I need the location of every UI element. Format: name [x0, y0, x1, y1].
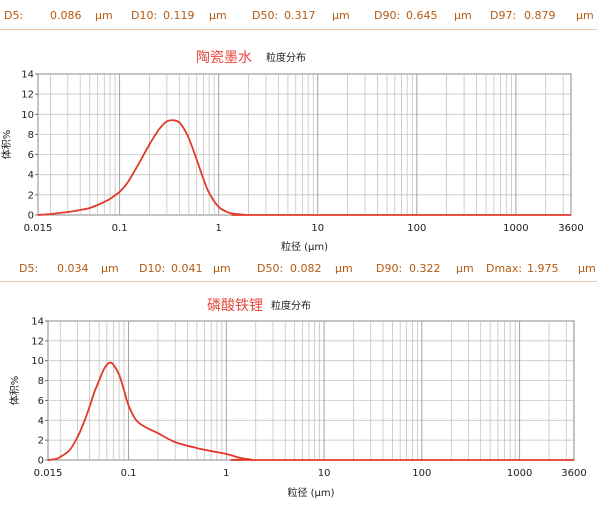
d50-label: D50: — [252, 9, 279, 22]
chart-ceramic-ink: 陶瓷墨水 粒度分布 0 2 4 6 8 10 12 14 0.015 0.1 1 10 100 1000 360… — [1, 50, 584, 253]
x-tick-label: 100 — [407, 223, 426, 234]
x-tick-label: 0.1 — [112, 223, 128, 234]
d5-unit: μm — [101, 262, 119, 275]
stats-row-top: D5: 0.086 μm D10: 0.119 μm D50: 0.317 μm… — [0, 9, 597, 29]
x-tick-label: 1000 — [503, 223, 528, 234]
d5-label: D5: — [4, 9, 24, 22]
y-tick-label: 12 — [21, 90, 34, 101]
dmax-label: Dmax: — [486, 262, 523, 275]
d90-value: 0.645 — [406, 9, 438, 22]
y-axis-label: 体积% — [9, 376, 21, 406]
d50-unit: μm — [335, 262, 353, 275]
d10-unit: μm — [213, 262, 231, 275]
x-tick-label: 10 — [318, 468, 331, 479]
d10-label: D10: — [131, 9, 158, 22]
d5-value: 0.086 — [50, 9, 82, 22]
chart-lithium-iron-phosphate: 磷酸铁锂 粒度分布 0 2 4 6 8 10 12 14 0.015 0.1 1 10 100 1000 360… — [9, 298, 587, 499]
stats-divider-bottom — [0, 281, 597, 282]
d5-value: 0.034 — [57, 262, 89, 275]
chart-subtitle: 粒度分布 — [266, 51, 306, 64]
d90-unit: μm — [454, 9, 472, 22]
chart-title: 磷酸铁锂 — [207, 298, 263, 314]
series-line — [37, 119, 571, 216]
d97-label: D97: — [490, 9, 517, 22]
y-tick-label: 0 — [28, 211, 34, 222]
dmax-value: 1.975 — [527, 262, 559, 275]
y-tick-label: 6 — [38, 396, 44, 407]
x-tick-label: 1000 — [507, 468, 532, 479]
x-tick-label: 0.015 — [24, 223, 53, 234]
y-tick-label: 14 — [21, 70, 34, 81]
y-tick-label: 4 — [28, 170, 34, 181]
d50-value: 0.082 — [290, 262, 322, 275]
y-tick-label: 8 — [38, 376, 44, 387]
x-tick-label: 0.1 — [121, 468, 137, 479]
chart-subtitle: 粒度分布 — [271, 299, 311, 312]
x-tick-label: 1 — [216, 223, 222, 234]
y-tick-label: 6 — [28, 150, 34, 161]
stats-row-bottom: D5: 0.034 μm D10: 0.041 μm D50: 0.082 μm… — [0, 262, 597, 282]
d50-value: 0.317 — [284, 9, 316, 22]
d5-label: D5: — [19, 262, 39, 275]
d97-value: 0.879 — [524, 9, 556, 22]
y-tick-label: 10 — [31, 356, 44, 367]
x-tick-label: 10 — [311, 223, 324, 234]
d90-value: 0.322 — [409, 262, 441, 275]
d10-value: 0.119 — [163, 9, 195, 22]
y-tick-label: 10 — [21, 110, 34, 121]
chart-title: 陶瓷墨水 — [196, 50, 252, 66]
dmax-unit: μm — [578, 262, 596, 275]
plot-frame — [47, 320, 575, 461]
d10-value: 0.041 — [171, 262, 203, 275]
y-tick-label: 14 — [31, 317, 44, 328]
d5-unit: μm — [95, 9, 113, 22]
stats-divider-top — [0, 29, 597, 30]
y-tick-label: 12 — [31, 336, 44, 347]
d90-unit: μm — [456, 262, 474, 275]
y-tick-label: 0 — [38, 456, 44, 467]
d90-label: D90: — [374, 9, 401, 22]
y-tick-label: 2 — [28, 190, 34, 201]
y-tick-label: 2 — [38, 436, 44, 447]
d90-label: D90: — [376, 262, 403, 275]
y-tick-label: 4 — [38, 416, 44, 427]
d10-label: D10: — [139, 262, 166, 275]
x-tick-label: 100 — [412, 468, 431, 479]
d50-unit: μm — [332, 9, 350, 22]
d97-unit: μm — [576, 9, 594, 22]
x-tick-label: 3600 — [558, 223, 583, 234]
x-axis-label: 粒径 (μm) — [281, 240, 328, 253]
series-line — [47, 361, 574, 461]
x-tick-label: 3600 — [561, 468, 586, 479]
d10-unit: μm — [209, 9, 227, 22]
x-tick-label: 1 — [223, 468, 229, 479]
y-tick-label: 8 — [28, 130, 34, 141]
y-axis-label: 体积% — [1, 130, 13, 160]
x-tick-label: 0.015 — [34, 468, 63, 479]
d50-label: D50: — [257, 262, 284, 275]
x-axis-label: 粒径 (μm) — [287, 486, 334, 499]
